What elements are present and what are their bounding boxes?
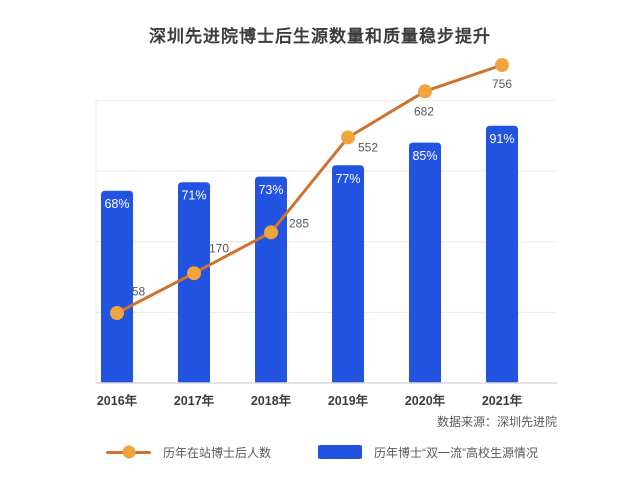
bar (255, 176, 287, 383)
legend-label-bar: 历年博士“双一流”高校生源情况 (374, 445, 538, 460)
bar (332, 165, 364, 383)
x-axis-tick-label: 2016年 (97, 393, 138, 408)
data-point (341, 130, 355, 145)
data-point (418, 84, 432, 99)
legend-item-postdoc-count: 历年在站博士后人数 (106, 444, 271, 460)
point-value-label: 170 (209, 242, 229, 256)
point-value-label: 285 (289, 216, 309, 230)
bar-value-label: 77% (335, 172, 360, 186)
legend-item-double-first-class: 历年博士“双一流”高校生源情况 (318, 444, 538, 460)
bar-value-label: 91% (489, 132, 514, 146)
line-legend-dot-icon (122, 445, 135, 459)
x-axis-tick-label: 2020年 (405, 393, 446, 408)
data-point (187, 266, 201, 281)
point-value-label: 58 (132, 284, 146, 298)
bar-value-label: 68% (104, 197, 129, 211)
x-axis-tick-label: 2019年 (328, 393, 369, 408)
data-point (110, 305, 124, 320)
bar (486, 125, 518, 383)
bar-legend-swatch-icon (318, 445, 362, 459)
bar (178, 182, 210, 383)
point-value-label: 682 (414, 104, 434, 118)
bar-value-label: 85% (412, 149, 437, 163)
point-value-label: 552 (358, 140, 378, 154)
point-value-label: 756 (492, 77, 512, 91)
data-source-note: 数据来源：深圳先进院 (436, 415, 557, 429)
legend-label-line: 历年在站博士后人数 (163, 445, 272, 460)
bar (409, 142, 441, 383)
data-point (264, 225, 278, 240)
x-axis-tick-label: 2018年 (251, 393, 292, 408)
x-axis-tick-label: 2017年 (174, 393, 215, 408)
line-legend-marker-icon (106, 445, 151, 459)
bar-value-label: 71% (181, 189, 206, 203)
trend-line (116, 63, 503, 315)
x-axis-tick-label: 2021年 (482, 393, 523, 408)
bar (101, 190, 133, 383)
chart-title: 深圳先进院博士后生源数量和质量稳步提升 (149, 27, 491, 46)
bar-value-label: 73% (258, 183, 283, 197)
data-point (495, 57, 509, 72)
